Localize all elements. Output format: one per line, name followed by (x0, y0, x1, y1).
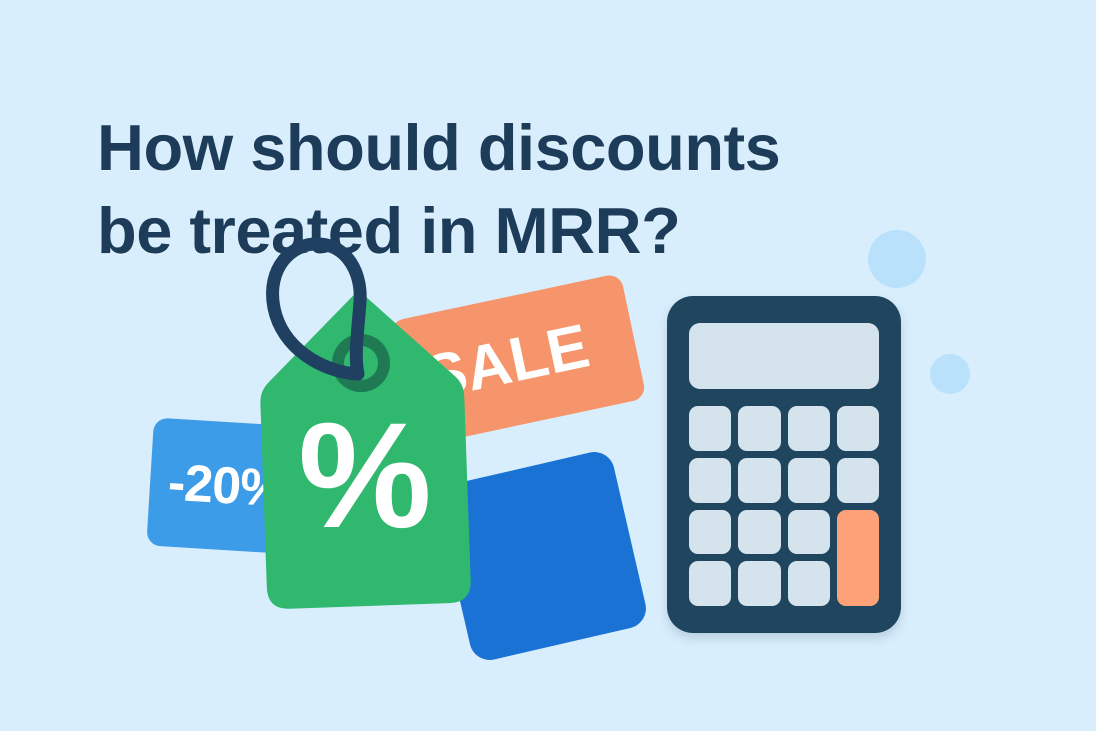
calculator-key (787, 406, 830, 451)
calculator-key (787, 457, 830, 503)
calculator-key (738, 509, 781, 555)
calculator-key (738, 561, 781, 606)
calculator-key (689, 406, 732, 451)
decorative-circle-small-icon (930, 354, 970, 394)
calculator-keypad (689, 406, 879, 606)
calculator-screen (689, 323, 879, 389)
calculator-key (787, 509, 830, 555)
calculator-key (738, 457, 781, 503)
calculator-key (689, 509, 732, 555)
decorative-circle-large-icon (868, 230, 926, 288)
calculator-key (738, 406, 781, 451)
calculator-key (836, 457, 879, 503)
calculator-key (836, 406, 879, 451)
calculator-key (787, 561, 830, 606)
price-tag-string-icon (262, 236, 392, 386)
page-title: How should discounts be treated in MRR? (97, 110, 781, 267)
calculator-key (689, 457, 732, 503)
calculator-key-equals (836, 509, 879, 606)
calculator-icon (667, 296, 901, 633)
calculator-key (689, 561, 732, 606)
